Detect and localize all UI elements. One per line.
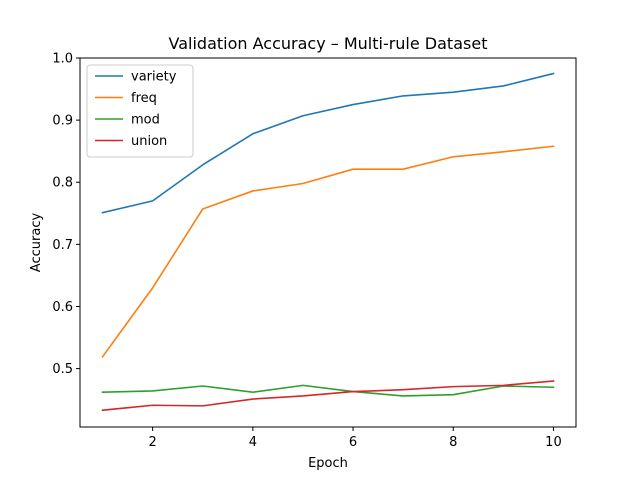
legend-label-freq: freq	[131, 91, 157, 106]
legend-label-union: union	[131, 134, 167, 149]
series-line-freq	[101, 145, 555, 358]
y-tick-label: 0.7	[52, 238, 73, 253]
y-axis-label: Accuracy	[29, 213, 44, 273]
x-tick-label: 8	[449, 435, 457, 450]
legend-label-variety: variety	[131, 70, 177, 85]
plot-frame	[79, 57, 577, 428]
x-tick-label: 10	[545, 435, 562, 450]
x-tick-label: 2	[149, 435, 157, 450]
legend: variety freq mod union	[86, 64, 194, 158]
y-tick-label: 0.8	[52, 176, 73, 191]
y-tick-label: 0.6	[52, 300, 73, 315]
y-tick-label: 1.0	[52, 52, 73, 67]
x-axis-label: Epoch	[308, 456, 348, 471]
y-tick-label: 0.5	[52, 362, 73, 377]
y-tick-label: 0.9	[52, 114, 73, 129]
axis-ticks: 2 4 6 8 10 0.5 0.6 0.7 0.8 0.9 1.0	[52, 52, 561, 451]
chart-title: Validation Accuracy – Multi-rule Dataset	[169, 34, 488, 53]
x-tick-label: 4	[249, 435, 257, 450]
series-lines	[101, 72, 555, 412]
series-line-mod	[101, 384, 555, 397]
series-line-union	[101, 380, 555, 412]
legend-box	[86, 64, 194, 158]
x-tick-label: 6	[349, 435, 357, 450]
legend-label-mod: mod	[131, 113, 160, 128]
series-line-variety	[101, 72, 555, 214]
